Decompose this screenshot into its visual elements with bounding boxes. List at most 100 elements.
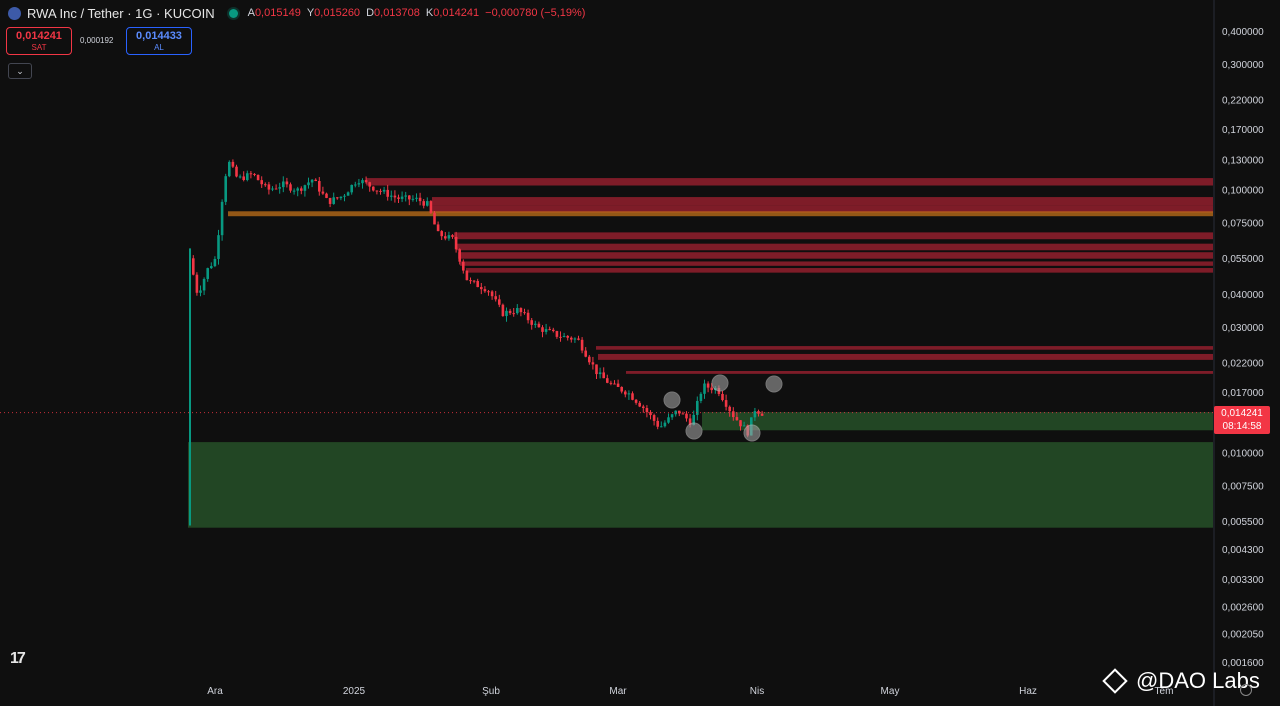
candle-body (706, 383, 710, 388)
candle-body (339, 196, 343, 199)
y-axis-tick-label: 0,003300 (1222, 575, 1264, 586)
tradingview-logo-icon[interactable]: 17 (10, 650, 26, 667)
candle-body (559, 336, 562, 338)
candle-body (440, 231, 443, 237)
candle-body (202, 278, 206, 291)
candle-body (429, 201, 433, 213)
candle-body (602, 372, 605, 379)
candle-body (321, 191, 325, 194)
highlight-circle (743, 424, 761, 442)
y-axis-tick-label: 0,040000 (1222, 290, 1264, 301)
y-axis-tick-label: 0,400000 (1222, 27, 1264, 38)
candle-body (336, 197, 339, 199)
candle-body (660, 426, 663, 428)
candle-body (220, 201, 224, 236)
spread-value: 0,000192 (80, 36, 114, 45)
candle-body (519, 308, 523, 313)
candle-body (238, 176, 242, 178)
buy-button[interactable]: 0,014433 AL (126, 27, 192, 55)
candle-body (508, 310, 512, 314)
candle-body (735, 417, 739, 421)
candle-body (458, 249, 461, 262)
candle-body (591, 362, 595, 365)
candle-body (289, 184, 292, 191)
candle-body (566, 335, 569, 338)
candle-body (757, 411, 760, 414)
candle-body (228, 161, 231, 177)
y-axis-tick-label: 0,002600 (1222, 602, 1264, 613)
candle-body (231, 161, 235, 167)
candle-body (350, 184, 353, 193)
candle-body (256, 174, 260, 181)
candle-body (469, 280, 472, 282)
candle-body (678, 410, 681, 414)
candle-body (292, 190, 296, 192)
candle-body (224, 176, 227, 202)
candle-body (728, 406, 731, 412)
candle-body (663, 422, 667, 427)
candle-body (530, 320, 533, 325)
bar-countdown: 08:14:58 (1222, 421, 1262, 432)
candle-body (397, 197, 400, 199)
resistance-zone (454, 232, 1213, 240)
candle-body (739, 420, 742, 427)
candle-body (613, 383, 616, 385)
resistance-zone (458, 252, 1213, 259)
y-axis-tick-label: 0,004300 (1222, 545, 1264, 556)
symbol-title[interactable]: RWA Inc / Tether · 1G · KUCOIN (27, 5, 215, 21)
highlight-circle (685, 422, 703, 440)
candle-body (760, 413, 764, 416)
y-axis-tick-label: 0,002050 (1222, 630, 1264, 641)
ohlc-close: K0,014241 (425, 7, 480, 19)
resistance-zone (626, 371, 1213, 374)
ohlc-high: Y0,015260 (306, 7, 361, 19)
y-axis-tick-label: 0,075000 (1222, 218, 1264, 229)
x-axis-tick-label: Haz (1019, 686, 1037, 697)
rwa-logo-icon (8, 6, 21, 20)
candle-body (411, 198, 415, 200)
candle-body (674, 410, 677, 415)
candle-body (418, 197, 422, 202)
candle-body (253, 173, 256, 175)
candle-body (627, 393, 631, 395)
y-axis-tick-label: 0,017000 (1222, 388, 1264, 399)
y-axis-tick-label: 0,001600 (1222, 658, 1264, 669)
candle-body (408, 195, 411, 200)
y-axis-tick-label: 0,300000 (1222, 60, 1264, 71)
candle-body (314, 179, 317, 182)
candle-body (476, 281, 479, 288)
candle-body (285, 181, 289, 185)
candle-body (274, 188, 278, 190)
candle-body (364, 180, 368, 183)
candle-body (570, 337, 573, 340)
candle-body (742, 425, 746, 427)
settings-icon[interactable] (1240, 684, 1252, 696)
x-axis-tick-label: Nis (750, 686, 764, 697)
candle-body (343, 195, 346, 197)
candle-body (681, 413, 685, 415)
candle-body (523, 312, 526, 314)
ohlc-open: A0,015149 (247, 7, 301, 19)
candle-body (552, 329, 555, 332)
candle-body (487, 291, 490, 293)
candle-body (544, 329, 548, 332)
collapse-legend-button[interactable]: ⌄ (8, 63, 32, 79)
y-axis-tick-label: 0,007500 (1222, 481, 1264, 492)
market-status-icon[interactable] (228, 8, 238, 18)
y-axis-tick-label: 0,100000 (1222, 186, 1264, 197)
sell-button[interactable]: 0,014241 SAT (6, 27, 72, 55)
candle-body (480, 287, 483, 290)
candle-body (282, 181, 285, 188)
highlight-circle (765, 375, 783, 393)
x-axis-tick-label: Tem (1155, 686, 1174, 697)
candle-body (246, 173, 249, 181)
candle-body (588, 356, 591, 363)
candle-body (195, 274, 199, 293)
candle-body (361, 180, 364, 184)
candle-body (375, 190, 379, 192)
last-price: 0,014241 (1221, 408, 1263, 419)
candle-body (393, 195, 397, 198)
candle-body (505, 310, 508, 317)
